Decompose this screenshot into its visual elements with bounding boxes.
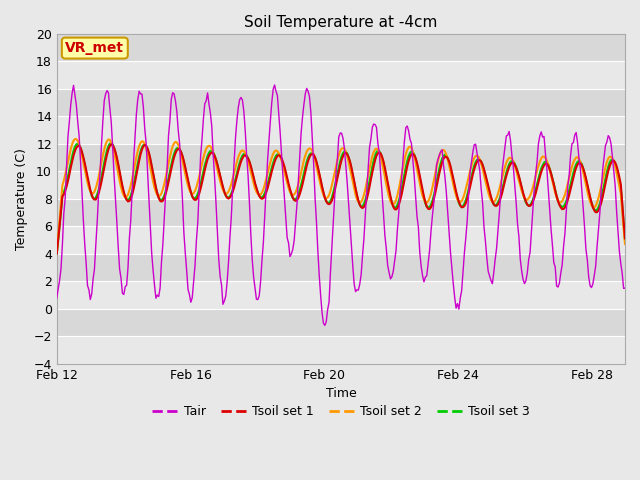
Bar [57,254,625,281]
Title: Soil Temperature at -4cm: Soil Temperature at -4cm [244,15,438,30]
Bar [57,89,625,116]
Legend: Tair, Tsoil set 1, Tsoil set 2, Tsoil set 3: Tair, Tsoil set 1, Tsoil set 2, Tsoil se… [147,400,534,423]
Text: VR_met: VR_met [65,41,124,55]
X-axis label: Time: Time [326,387,356,400]
Bar [57,144,625,171]
Bar [57,226,625,254]
Bar [57,171,625,199]
Y-axis label: Temperature (C): Temperature (C) [15,148,28,250]
Bar [57,116,625,144]
Bar [57,199,625,226]
Bar [57,336,625,364]
Bar [57,309,625,336]
Bar [57,34,625,61]
Bar [57,281,625,309]
Bar [57,61,625,89]
